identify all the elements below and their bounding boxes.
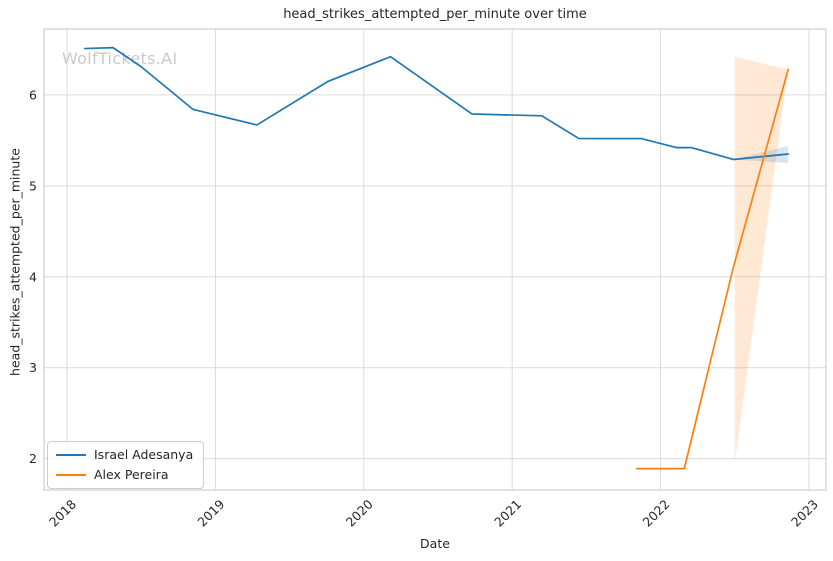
x-tick-label: 2023 xyxy=(788,497,821,530)
chart-title: head_strikes_attempted_per_minute over t… xyxy=(283,7,587,22)
x-tick-label: 2018 xyxy=(46,496,79,529)
y-tick-label: 2 xyxy=(29,451,37,466)
legend-label: Alex Pereira xyxy=(94,466,169,482)
y-tick-label: 3 xyxy=(29,360,37,375)
x-axis-label: Date xyxy=(420,536,450,551)
y-tick-label: 6 xyxy=(29,87,37,102)
legend-line-swatch-blue xyxy=(56,453,86,456)
x-tick-label: 2019 xyxy=(194,496,227,529)
watermark: WolfTickets.AI xyxy=(62,49,178,68)
confidence-band xyxy=(734,56,789,464)
series-line xyxy=(635,68,790,470)
series-line xyxy=(83,46,790,161)
x-tick-label: 2020 xyxy=(343,496,376,529)
legend-line-swatch-orange xyxy=(56,473,86,476)
legend-label: Israel Adesanya xyxy=(94,447,194,462)
y-tick-label: 4 xyxy=(29,269,37,284)
y-tick-label: 5 xyxy=(29,178,37,193)
x-tick-label: 2022 xyxy=(640,497,673,530)
legend-item-alex-pereira: Alex Pereira xyxy=(56,466,193,482)
x-tick-label: 2021 xyxy=(491,497,524,530)
plot-frame xyxy=(43,28,827,491)
legend-item-israel-adesanya: Israel Adesanya xyxy=(56,448,193,462)
legend: Israel Adesanya Alex Pereira xyxy=(47,441,205,489)
